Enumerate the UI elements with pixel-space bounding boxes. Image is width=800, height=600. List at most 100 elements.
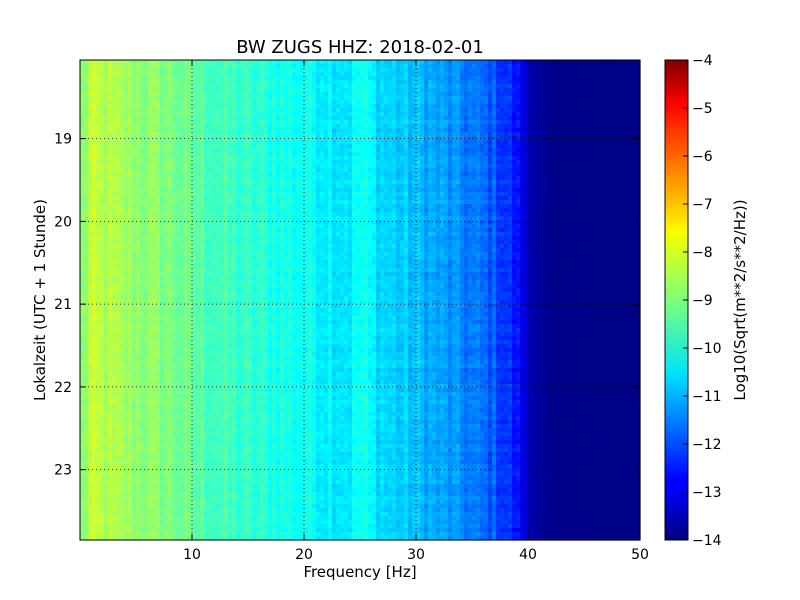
heatmap-cell <box>580 144 585 149</box>
heatmap-cell <box>172 64 177 69</box>
heatmap-cell <box>524 140 529 145</box>
heatmap-cell <box>540 84 545 89</box>
heatmap-cell <box>356 124 361 129</box>
heatmap-cell <box>476 152 481 157</box>
heatmap-cell <box>512 188 517 193</box>
heatmap-cell <box>152 72 157 77</box>
heatmap-cell <box>196 140 201 145</box>
heatmap-cell <box>244 88 249 93</box>
heatmap-cell <box>272 128 277 133</box>
heatmap-cell <box>316 180 321 185</box>
heatmap-cell <box>336 156 341 161</box>
heatmap-cell <box>280 140 285 145</box>
heatmap-cell <box>308 132 313 137</box>
heatmap-cell <box>408 108 413 113</box>
heatmap-cell <box>368 84 373 89</box>
heatmap-cell <box>396 124 401 129</box>
heatmap-cell <box>600 120 605 125</box>
heatmap-cell <box>460 68 465 73</box>
heatmap-cell <box>484 172 489 177</box>
heatmap-cell <box>368 88 373 93</box>
heatmap-cell <box>340 148 345 153</box>
heatmap-cell <box>612 96 617 101</box>
heatmap-cell <box>364 144 369 149</box>
heatmap-cell <box>448 148 453 153</box>
heatmap-cell <box>464 188 469 193</box>
heatmap-cell <box>300 160 305 165</box>
heatmap-cell <box>608 148 613 153</box>
heatmap-cell <box>156 68 161 73</box>
heatmap-cell <box>456 188 461 193</box>
heatmap-cell <box>420 72 425 77</box>
heatmap-cell <box>108 168 113 173</box>
heatmap-cell <box>184 180 189 185</box>
heatmap-cell <box>252 148 257 153</box>
heatmap-cell <box>356 144 361 149</box>
heatmap-cell <box>132 184 137 189</box>
heatmap-cell <box>300 200 305 205</box>
heatmap-cell <box>144 108 149 113</box>
heatmap-cell <box>460 84 465 89</box>
heatmap-cell <box>492 152 497 157</box>
heatmap-cell <box>140 168 145 173</box>
heatmap-cell <box>400 64 405 69</box>
heatmap-cell <box>220 132 225 137</box>
heatmap-cell <box>592 80 597 85</box>
heatmap-cell <box>192 68 197 73</box>
heatmap-cell <box>120 180 125 185</box>
heatmap-cell <box>600 156 605 161</box>
heatmap-cell <box>140 180 145 185</box>
heatmap-cell <box>492 84 497 89</box>
heatmap-cell <box>264 108 269 113</box>
heatmap-cell <box>612 124 617 129</box>
heatmap-cell <box>616 188 621 193</box>
heatmap-cell <box>276 112 281 117</box>
heatmap-cell <box>104 108 109 113</box>
heatmap-cell <box>160 92 165 97</box>
heatmap-cell <box>188 188 193 193</box>
heatmap-cell <box>84 96 89 101</box>
heatmap-cell <box>524 60 529 65</box>
heatmap-cell <box>528 160 533 165</box>
heatmap-cell <box>544 176 549 181</box>
heatmap-cell <box>228 136 233 141</box>
heatmap-cell <box>544 144 549 149</box>
heatmap-cell <box>396 80 401 85</box>
heatmap-cell <box>600 64 605 69</box>
heatmap-cell <box>448 132 453 137</box>
heatmap-cell <box>156 104 161 109</box>
heatmap-cell <box>584 108 589 113</box>
heatmap-cell <box>260 160 265 165</box>
heatmap-cell <box>160 124 165 129</box>
heatmap-cell <box>504 72 509 77</box>
heatmap-cell <box>100 60 105 65</box>
heatmap-cell <box>128 200 133 205</box>
heatmap-cell <box>532 140 537 145</box>
heatmap-cell <box>480 140 485 145</box>
heatmap-cell <box>120 68 125 73</box>
heatmap-cell <box>232 140 237 145</box>
heatmap-cell <box>116 152 121 157</box>
heatmap-cell <box>456 60 461 65</box>
heatmap-cell <box>328 148 333 153</box>
heatmap-cell <box>632 112 637 117</box>
heatmap-cell <box>104 116 109 121</box>
heatmap-cell <box>436 156 441 161</box>
heatmap-cell <box>520 112 525 117</box>
heatmap-cell <box>160 64 165 69</box>
heatmap-cell <box>436 184 441 189</box>
heatmap-cell <box>288 136 293 141</box>
heatmap-cell <box>392 120 397 125</box>
heatmap-cell <box>360 60 365 65</box>
heatmap-cell <box>600 124 605 129</box>
heatmap-cell <box>476 120 481 125</box>
heatmap-cell <box>352 96 357 101</box>
heatmap-cell <box>520 156 525 161</box>
heatmap-cell <box>588 168 593 173</box>
heatmap-cell <box>260 184 265 189</box>
heatmap-cell <box>432 152 437 157</box>
heatmap-cell <box>124 148 129 153</box>
heatmap-cell <box>124 80 129 85</box>
heatmap-cell <box>508 188 513 193</box>
heatmap-cell <box>296 100 301 105</box>
